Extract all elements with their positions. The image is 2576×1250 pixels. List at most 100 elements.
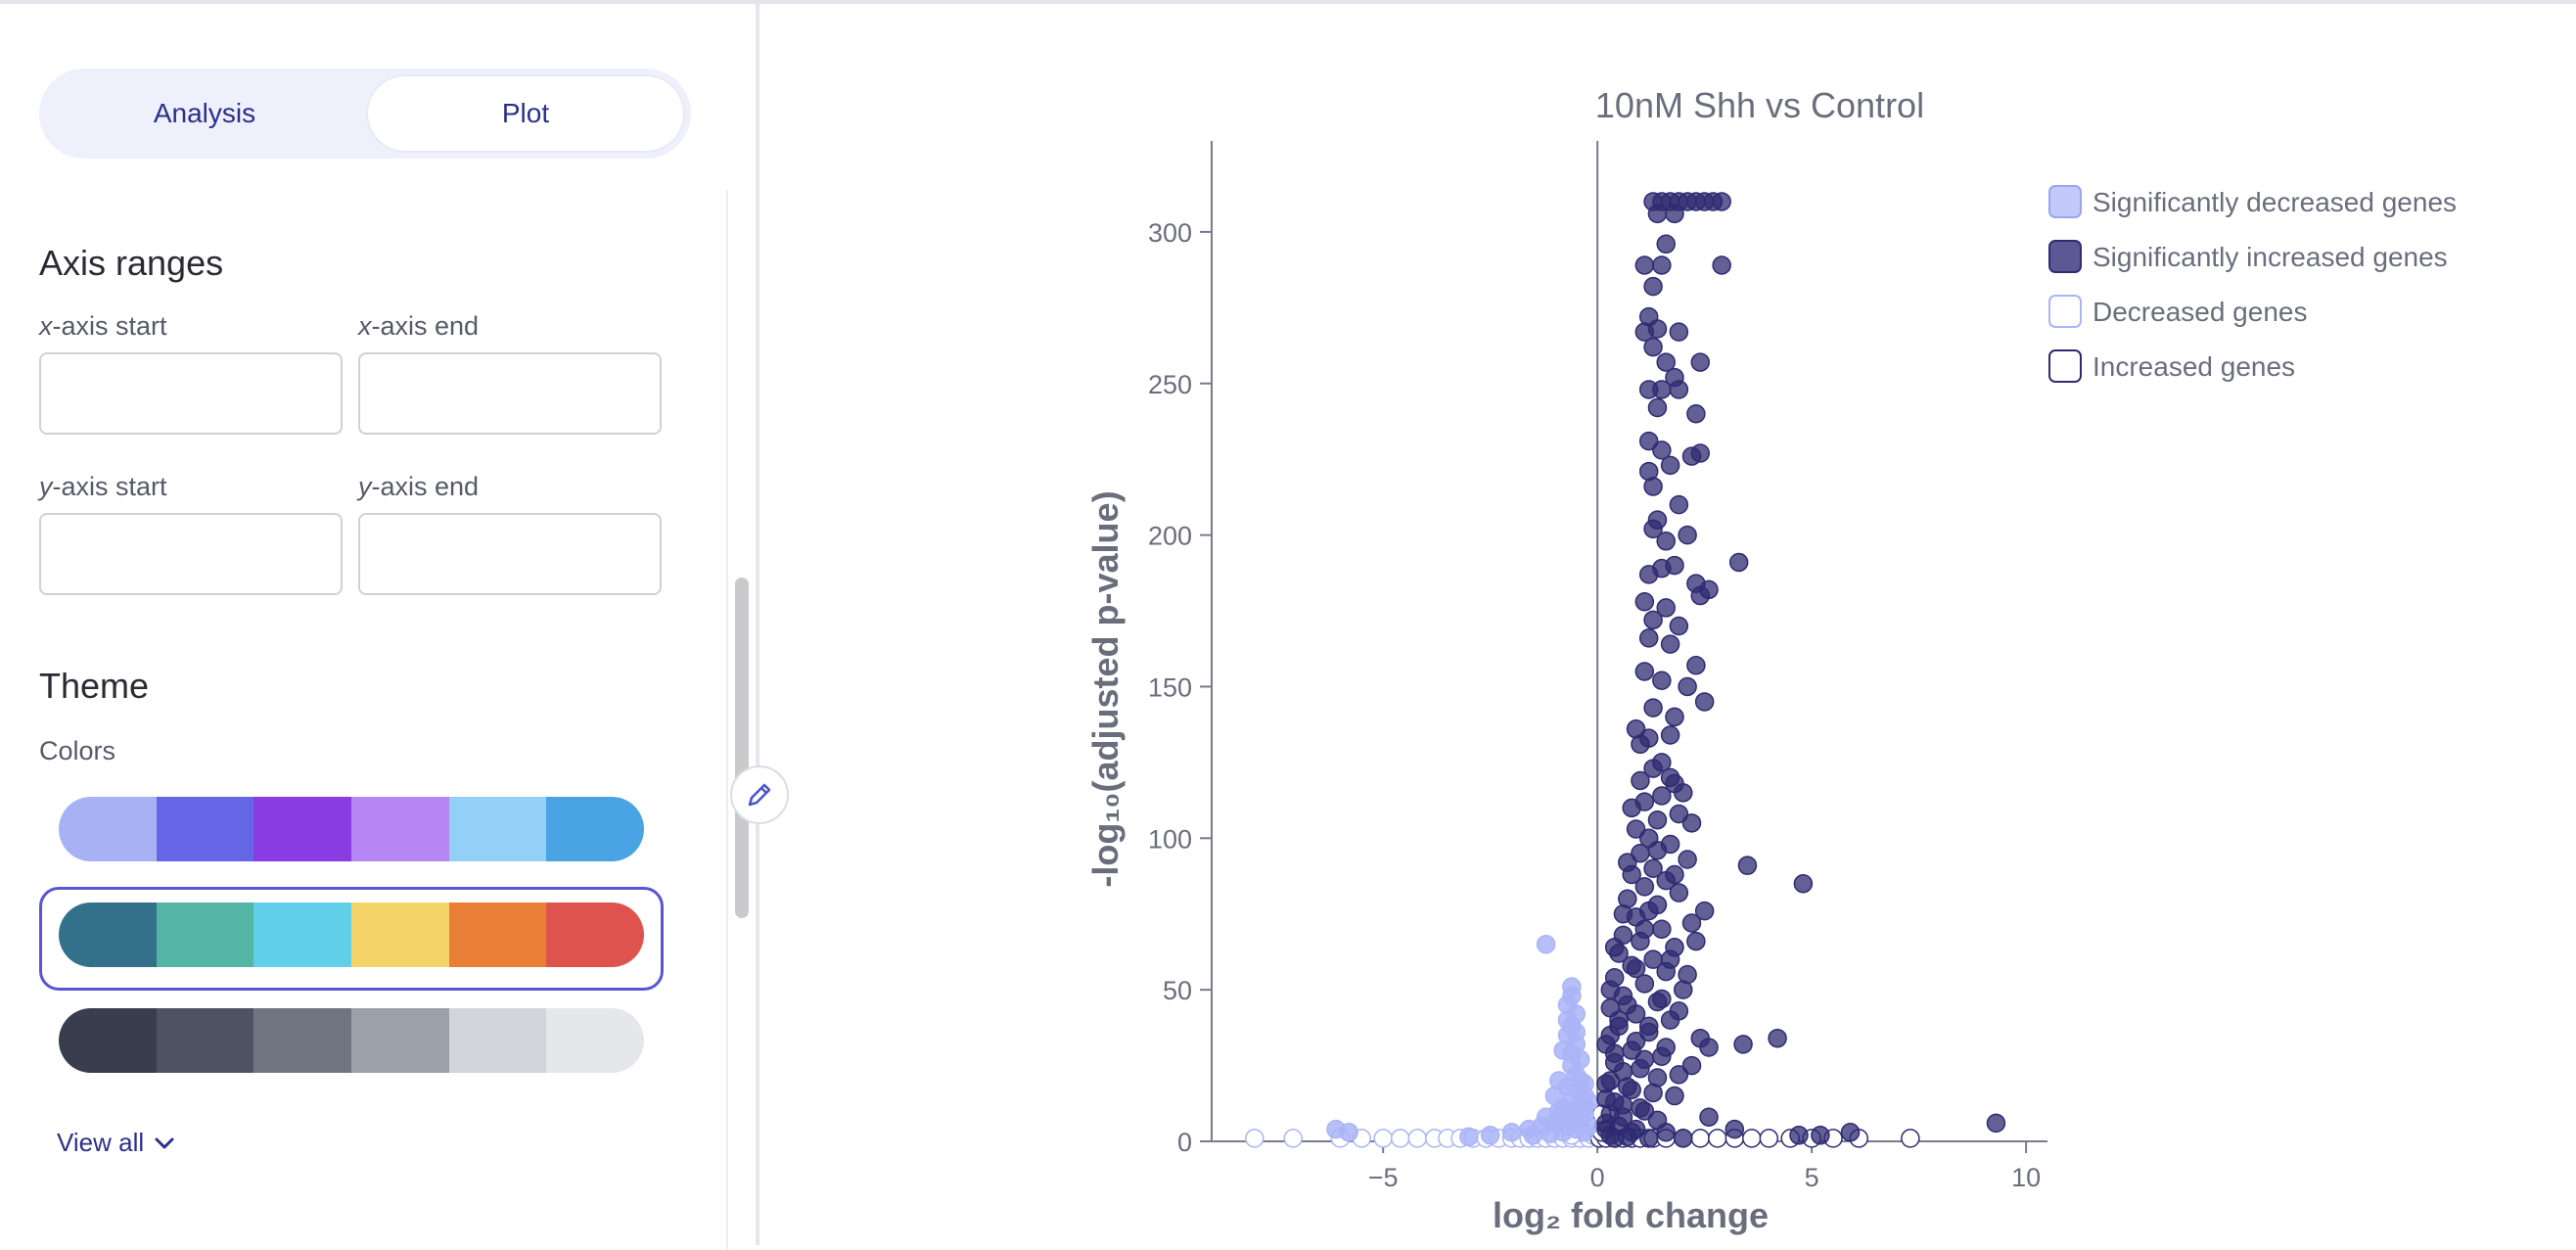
view-all-link[interactable]: View all: [57, 1128, 175, 1158]
sig-increased-point: [1647, 397, 1668, 418]
selected-palette-outline: [39, 887, 664, 991]
decreased-point: [1373, 1129, 1393, 1148]
sig-increased-point: [1768, 1028, 1787, 1048]
palette-swatch: [546, 797, 644, 861]
sig-increased-point: [1638, 431, 1659, 451]
sig-increased-point: [1600, 980, 1621, 999]
palette-option-1[interactable]: [59, 797, 644, 861]
palette-swatch: [448, 797, 547, 861]
axis-ranges-heading: Axis ranges: [39, 243, 224, 283]
x-axis-end-label: x-axis end: [358, 311, 480, 341]
sig-increased-point: [1634, 591, 1655, 612]
view-toggle: Analysis Plot: [39, 69, 691, 159]
palette-swatch: [59, 1008, 157, 1073]
palette-swatch: [253, 1008, 352, 1073]
sig-increased-point: [1986, 1113, 2006, 1134]
x-axis-start-input[interactable]: [39, 352, 343, 435]
legend-swatch: [2048, 349, 2082, 383]
increased-point: [1901, 1129, 1920, 1148]
tab-plot[interactable]: Plot: [368, 76, 683, 151]
sig-increased-point: [1656, 532, 1676, 551]
sig-increased-point: [1643, 698, 1663, 718]
sig-increased-point: [1669, 804, 1689, 824]
palette-option-2[interactable]: [59, 903, 644, 967]
sig-increased-point: [1618, 853, 1637, 872]
sig-increased-point: [1669, 380, 1689, 399]
x-tick-label: −5: [1368, 1163, 1399, 1192]
sig-increased-point: [1733, 1035, 1753, 1054]
sig-increased-point: [1652, 440, 1672, 460]
sig-increased-point: [1669, 883, 1689, 903]
view-all-label: View all: [57, 1128, 145, 1157]
sig-increased-point: [1647, 1068, 1668, 1088]
sig-increased-point: [1613, 1062, 1633, 1082]
sig-decreased-point: [1575, 1074, 1594, 1093]
legend-label: Increased genes: [2093, 351, 2295, 382]
y-tick-label: 0: [1177, 1128, 1192, 1157]
sig-decreased-point: [1339, 1122, 1358, 1142]
x-axis-end-input[interactable]: [358, 352, 662, 435]
palette-swatch: [156, 1008, 254, 1073]
sig-increased-point: [1613, 903, 1633, 924]
chart-title: 10nM Shh vs Control: [1595, 85, 1924, 125]
sig-increased-point: [1712, 192, 1731, 211]
decreased-point: [1245, 1129, 1265, 1148]
sig-decreased-point: [1541, 1124, 1560, 1144]
sig-increased-point: [1669, 322, 1689, 342]
sig-increased-point: [1643, 276, 1663, 297]
scrollbar-thumb[interactable]: [735, 578, 749, 918]
palette-swatch: [351, 797, 449, 861]
axis-letter: y: [39, 472, 53, 501]
sig-increased-point: [1638, 1016, 1659, 1037]
sig-increased-point: [1631, 734, 1650, 755]
palette-swatch: [253, 903, 352, 967]
sig-increased-point: [1840, 1122, 1861, 1142]
y-axis-end-label: y-axis end: [358, 472, 480, 501]
increased-point: [1742, 1129, 1762, 1148]
palette-swatch: [59, 797, 157, 861]
sig-increased-point: [1678, 850, 1697, 869]
volcano-plot: 10nM Shh vs Control 050100150200250300−5…: [1085, 85, 2457, 1235]
legend-swatch: [2048, 295, 2082, 328]
sig-increased-point: [1678, 525, 1697, 545]
sig-increased-point: [1622, 1122, 1641, 1142]
chevron-down-icon: [155, 1137, 174, 1148]
legend-swatch: [2048, 185, 2082, 218]
label-text: axis end: [380, 311, 480, 341]
sig-increased-point: [1656, 234, 1676, 255]
sig-increased-point: [1681, 813, 1702, 833]
sig-increased-point: [1604, 1043, 1625, 1063]
sig-increased-point: [1669, 1065, 1689, 1085]
y-axis-start-input[interactable]: [39, 513, 343, 595]
palette-swatch: [253, 797, 352, 861]
sig-increased-point: [1665, 1086, 1684, 1106]
pencil-icon: [748, 783, 771, 807]
sig-increased-point: [1660, 949, 1680, 969]
sig-increased-point: [1728, 552, 1749, 573]
volcano-plot-panel: 10nM Shh vs Control 0 50 100 150 200 250 300 −5…: [759, 4, 2576, 1245]
y-axis-end-input[interactable]: [358, 513, 662, 595]
increased-point: [1690, 1129, 1711, 1148]
tab-analysis[interactable]: Analysis: [153, 98, 256, 128]
panel-resizer[interactable]: [756, 4, 759, 1245]
sig-increased-point: [1665, 204, 1684, 224]
legend-label: Significantly decreased genes: [2093, 187, 2457, 217]
palette-swatch: [156, 797, 254, 861]
palette-option-3[interactable]: [59, 1008, 644, 1073]
sig-increased-point: [1652, 919, 1672, 939]
sig-increased-point: [1656, 598, 1676, 618]
sig-increased-point: [1665, 864, 1684, 885]
sig-increased-point: [1673, 783, 1693, 803]
edit-button[interactable]: [730, 765, 789, 824]
sig-increased-point: [1613, 1107, 1633, 1127]
sig-increased-point: [1669, 494, 1689, 515]
axis-letter: x: [358, 311, 372, 341]
sig-increased-point: [1678, 676, 1697, 697]
sig-increased-point: [1660, 634, 1680, 654]
y-tick-label: 150: [1148, 672, 1192, 702]
decreased-point: [1283, 1129, 1303, 1148]
x-tick-label: 10: [2011, 1163, 2041, 1192]
label-text: axis start: [61, 311, 167, 341]
sig-increased-point: [1660, 767, 1680, 788]
legend-label: Decreased genes: [2093, 297, 2307, 327]
